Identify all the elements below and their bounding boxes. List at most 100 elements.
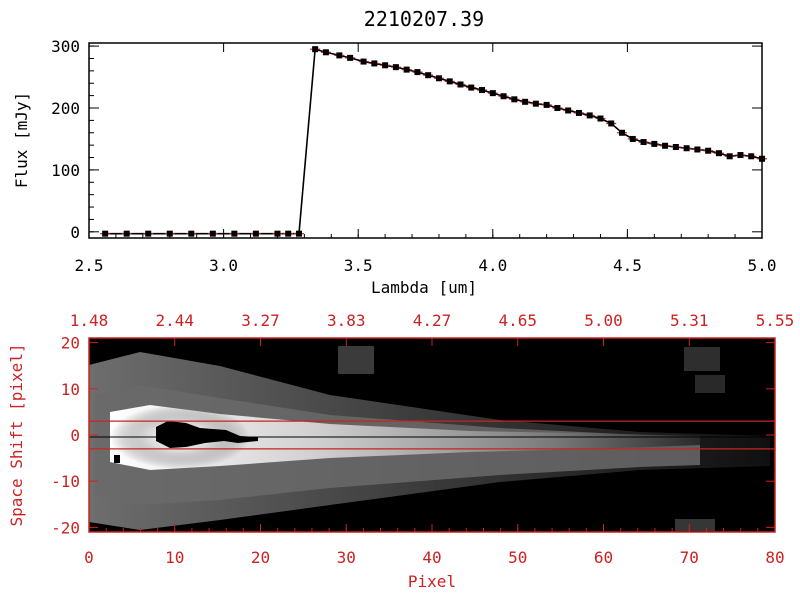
image-x-axis-label: Pixel [408, 572, 456, 591]
spectrum-point [312, 46, 319, 53]
image-wavelength-tick-label: 5.00 [584, 311, 623, 330]
image-wavelength-tick-label: 1.48 [70, 311, 109, 330]
spectrum-point [651, 140, 658, 147]
spectrum-point [748, 153, 755, 160]
image-y-tick-label: -10 [51, 472, 80, 491]
spectrum-y-tick-label: 100 [51, 161, 80, 180]
spectrum-point [662, 142, 669, 149]
spectrum-point [123, 230, 130, 237]
spectrum-plot: 2210207.39 2.5 3.0 3.5 4.0 4.5 5.0 0 100 200 300… [12, 7, 776, 297]
spectrum-point [145, 230, 152, 237]
image-y-axis-label: Space Shift [pixel] [7, 343, 26, 526]
spectrum-point [166, 230, 173, 237]
image-y-tick-label: 20 [61, 334, 80, 353]
spectrum-point [608, 120, 615, 127]
spectrum-x-axis-label: Lambda [um] [371, 278, 477, 297]
spectrum-point [322, 49, 329, 56]
spectrum-point [274, 230, 281, 237]
spectrum-point [252, 230, 259, 237]
image-blob-4 [675, 519, 715, 531]
spectrum-data [100, 46, 767, 237]
spectrum-point [209, 230, 216, 237]
image-y-tick-label: 10 [61, 380, 80, 399]
spectrum-point [392, 64, 399, 71]
spectrum-x-tick-label: 2.5 [75, 256, 104, 275]
spectrum-x-tick-label: 3.0 [209, 256, 238, 275]
image-saturated-core [156, 421, 258, 448]
spectrum-point [575, 109, 582, 116]
spectrum-point [629, 135, 636, 142]
spectrum-point [683, 145, 690, 152]
spectrum-point [500, 93, 507, 100]
spectrum-point [468, 84, 475, 91]
spectrum-point [446, 78, 453, 85]
spectrum-point [672, 144, 679, 150]
spectrum-image-plot: 0 10 20 30 40 50 60 70 80 -20 -10 0 10 20 1.48 2.44 3.… [7, 311, 794, 591]
image-wavelength-tick-label: 4.65 [498, 311, 537, 330]
image-wavelength-tick-label: 2.44 [155, 311, 194, 330]
spectrum-point [705, 147, 712, 154]
spectrum-point [425, 72, 432, 79]
image-blob-3 [695, 375, 725, 393]
spectrum-point [543, 101, 550, 108]
spectrum-point [737, 152, 744, 159]
spectrum-point [759, 155, 765, 162]
image-x-ticks: 0 10 20 30 40 50 60 70 80 [84, 524, 785, 567]
spectrum-point [522, 98, 529, 105]
spectrum-point [231, 230, 238, 237]
spectrum-point [102, 230, 109, 237]
image-blob-1 [338, 346, 374, 374]
image-blob-2 [684, 347, 720, 371]
image-wavelength-tick-label: 4.27 [413, 311, 452, 330]
spectrum-y-tick-label: 0 [70, 223, 80, 242]
spectrum-point [619, 129, 626, 136]
image-wavelength-tick-label: 3.83 [327, 311, 366, 330]
spectrum-point [360, 58, 367, 65]
image-y-tick-label: 0 [70, 426, 80, 445]
spectrum-line [105, 48, 763, 235]
image-wavelength-tick-label: 3.27 [241, 311, 280, 330]
spectrum-point [457, 81, 464, 88]
image-x-tick-label: 70 [680, 548, 699, 567]
image-x-tick-label: 30 [337, 548, 356, 567]
image-x-tick-label: 0 [84, 548, 94, 567]
spectrum-point [726, 153, 733, 160]
image-wavelength-tick-label: 5.31 [670, 311, 709, 330]
spectrum-point [586, 112, 593, 119]
spectrum-point [565, 107, 572, 114]
spectrum-y-tick-label: 200 [51, 99, 80, 118]
image-wavelength-tick-label: 5.55 [756, 311, 795, 330]
spectrum-y-ticks: 0 100 200 300 [51, 37, 762, 242]
extraction-window-lines [89, 420, 775, 450]
spectrum-point [715, 150, 722, 157]
spectrum-point [435, 75, 442, 82]
spectrum-point [554, 105, 561, 111]
image-y-tick-label: -20 [51, 518, 80, 537]
spectrum-x-tick-label: 5.0 [748, 256, 777, 275]
image-wavelength-ticks: 1.48 2.44 3.27 3.83 4.27 4.65 5.00 5.31 5.55 [70, 311, 795, 346]
image-x-tick-label: 80 [765, 548, 784, 567]
spectrum-x-tick-label: 3.5 [344, 256, 373, 275]
spectrum-point [295, 230, 302, 237]
spectrum-point [597, 115, 604, 122]
spectrum-point [489, 90, 496, 97]
image-x-tick-label: 60 [594, 548, 613, 567]
spectrum-point [414, 69, 421, 76]
spectrum-point [382, 62, 389, 69]
image-y-ticks: -20 -10 0 10 20 [51, 334, 775, 537]
spectrum-title: 2210207.39 [364, 7, 484, 31]
image-dead-pixel [114, 455, 120, 463]
spectrum-x-tick-label: 4.0 [478, 256, 507, 275]
spectrum-point [336, 52, 343, 59]
spectrum-point [285, 230, 292, 237]
spectrum-point [347, 54, 354, 61]
spectrum-point [403, 66, 410, 73]
spectrum-point [479, 87, 486, 94]
spectrum-y-axis-label: Flux [mJy] [12, 92, 31, 188]
spectrum-point [188, 230, 195, 237]
image-x-tick-label: 10 [165, 548, 184, 567]
spectrum-x-tick-label: 4.5 [613, 256, 642, 275]
spectrum-point [694, 146, 701, 153]
spectrum-x-ticks: 2.5 3.0 3.5 4.0 4.5 5.0 [75, 43, 777, 275]
